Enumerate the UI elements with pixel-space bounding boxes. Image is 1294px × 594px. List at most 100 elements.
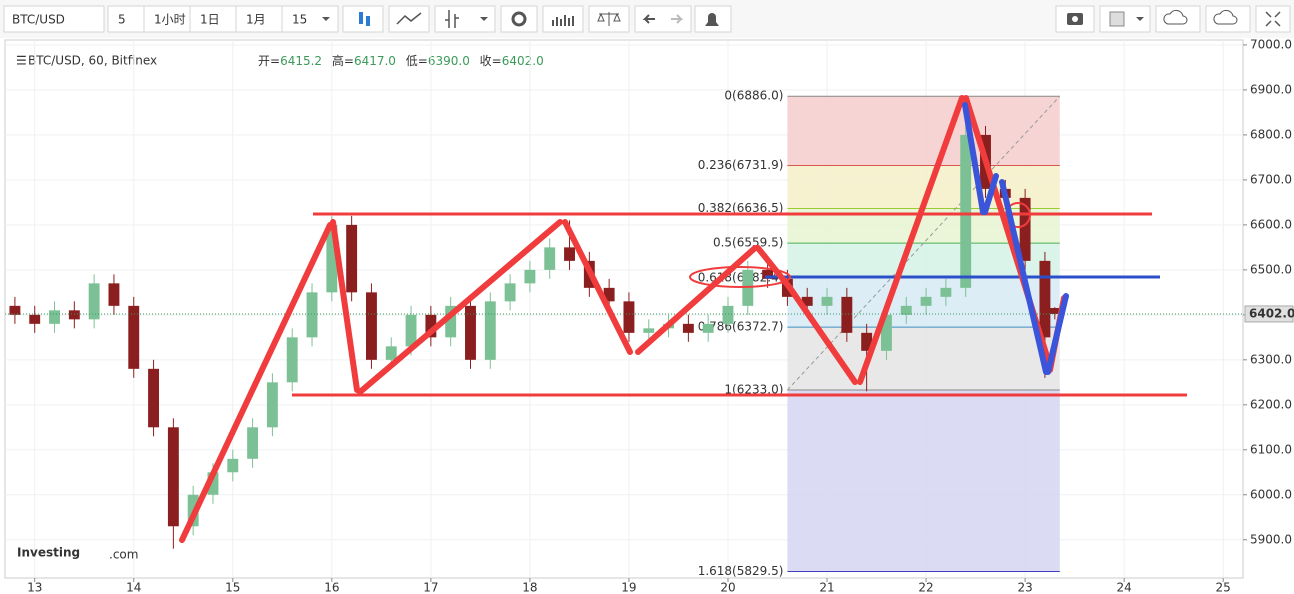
y-tick-label: 6100.0 <box>1250 442 1292 456</box>
candle-body <box>306 292 318 338</box>
candle-body <box>385 346 397 360</box>
ohlc-val: 6417.0 <box>354 54 396 68</box>
legend-icon: ☰ <box>16 54 27 68</box>
fib-label: 0.5(6559.5) <box>713 236 783 250</box>
candle-body <box>861 332 873 351</box>
legend-title: BTC/USD, 60, Bitfinex <box>28 54 157 68</box>
x-tick-label: 25 <box>1216 581 1231 594</box>
candle-body <box>346 224 358 293</box>
fib-zone <box>787 96 1060 166</box>
y-tick-label: 6800.0 <box>1250 127 1292 141</box>
btn-undo-redo[interactable] <box>634 5 692 33</box>
tf-label: 5 <box>118 13 126 27</box>
tf-label: 1日 <box>200 13 220 27</box>
ohlc-key: 高= <box>332 53 354 68</box>
x-tick-label: 13 <box>27 581 42 594</box>
candle-body <box>29 314 41 324</box>
fib-label: 0.236(6731.9) <box>698 158 784 172</box>
dropdown-arrow <box>322 17 330 21</box>
fib-label: 0.786(6372.7) <box>698 320 784 334</box>
candle-body <box>564 247 575 261</box>
fib-trend <box>787 95 1061 391</box>
candle-body <box>366 292 377 360</box>
y-tick-label: 6700.0 <box>1250 172 1292 186</box>
ohlc-val: 6390.0 <box>428 54 470 68</box>
y-tick-label: 6300.0 <box>1250 352 1292 366</box>
ohlc-key: 低= <box>406 54 428 68</box>
btn-indicators[interactable] <box>542 5 584 33</box>
btn-settings[interactable] <box>500 5 538 33</box>
y-tick-label: 5900.0 <box>1250 532 1292 546</box>
candle-body <box>326 224 338 293</box>
candle-body <box>68 310 80 320</box>
candle-body <box>920 296 932 306</box>
candle-body <box>227 458 239 473</box>
tf-button[interactable] <box>281 5 339 33</box>
fib-label: 1(6233.0) <box>724 382 783 396</box>
candle-body <box>544 247 556 270</box>
candle-body <box>524 269 536 284</box>
fib-label: 0(6886.0) <box>724 89 783 103</box>
x-tick-label: 17 <box>423 581 438 594</box>
candle-body <box>88 283 100 320</box>
symbol-box[interactable] <box>3 5 105 33</box>
candle-body <box>881 314 892 351</box>
candle-body <box>801 296 813 306</box>
btn-load[interactable] <box>1155 5 1201 33</box>
candle-body <box>286 337 298 383</box>
candle-body <box>445 305 457 338</box>
candle-body <box>148 368 160 428</box>
btn-color[interactable] <box>1099 5 1151 33</box>
ohlc-key: 收= <box>480 54 502 68</box>
candle-body <box>702 323 714 333</box>
x-tick-label: 14 <box>126 581 141 594</box>
ohlc-key: 开= <box>258 54 280 68</box>
x-tick-label: 22 <box>918 581 933 594</box>
y-tick-label: 6600.0 <box>1250 217 1292 231</box>
plot: 5900.06000.06100.06200.06300.06400.06500… <box>4 37 1294 594</box>
x-tick-label: 18 <box>522 581 537 594</box>
candle-body <box>9 305 21 315</box>
btn-save[interactable] <box>1205 5 1251 33</box>
tf-button[interactable] <box>235 5 283 33</box>
ohlc: 开=6415.2 高=6417.0 低=6390.0 收=6402.0 <box>258 53 544 68</box>
fib-label: 0.382(6636.5) <box>698 201 784 215</box>
candle-body <box>841 296 853 333</box>
x-tick-label: 15 <box>225 581 240 594</box>
tf-button[interactable] <box>189 5 237 33</box>
tf-label: 15 <box>292 13 307 27</box>
candle-body <box>247 427 259 459</box>
x-tick-label: 24 <box>1117 581 1132 594</box>
x-tick-label: 16 <box>324 581 339 594</box>
fib-zone <box>787 327 1060 390</box>
candle-body <box>425 314 437 338</box>
candle-body <box>167 427 179 527</box>
candle-body <box>603 287 615 302</box>
candle-body <box>1039 260 1051 338</box>
candle-body <box>682 323 694 333</box>
y-tick-label: 7000.0 <box>1250 37 1292 51</box>
x-tick-label: 21 <box>819 581 834 594</box>
candle-body <box>960 134 972 288</box>
ohlc-val: 6415.2 <box>280 54 322 68</box>
tf-label: 1月 <box>246 13 266 27</box>
y-tick-label: 6900.0 <box>1250 82 1292 96</box>
candle-body <box>762 269 774 279</box>
candle-body <box>465 305 476 360</box>
candle-body <box>940 287 952 297</box>
candle-body <box>108 283 120 306</box>
tf-button[interactable] <box>107 5 145 33</box>
tf-label: 1小时 <box>154 13 186 27</box>
btn-fullscreen[interactable] <box>1255 5 1291 33</box>
y-tick-label: 6200.0 <box>1250 397 1292 411</box>
toolbar-icons <box>342 5 1291 33</box>
dropdown-arrow <box>1136 17 1144 21</box>
y-tick-label: 6000.0 <box>1250 487 1292 501</box>
symbol: BTC/USD <box>12 13 65 27</box>
candle-body <box>484 301 496 360</box>
last-price-label: 6402.0 <box>1249 306 1294 320</box>
fib-zone <box>787 389 1060 572</box>
candle-body <box>1019 197 1031 261</box>
dropdown-arrow <box>480 17 488 21</box>
